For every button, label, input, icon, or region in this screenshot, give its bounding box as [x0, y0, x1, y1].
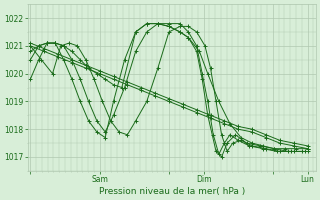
X-axis label: Pression niveau de la mer( hPa ): Pression niveau de la mer( hPa ) — [99, 187, 245, 196]
